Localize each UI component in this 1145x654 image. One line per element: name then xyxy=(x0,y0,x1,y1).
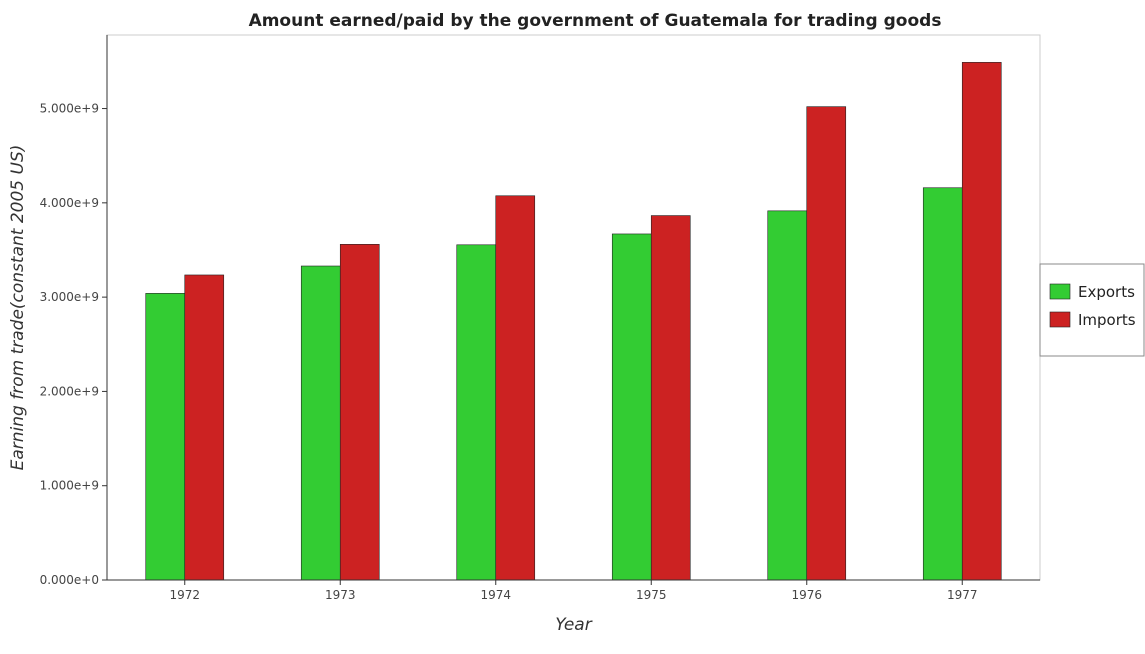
legend-swatch-imports xyxy=(1049,311,1071,328)
bar-exports-1977 xyxy=(922,187,963,581)
bars-layer xyxy=(145,62,1002,581)
x-tick-label: 1976 xyxy=(791,588,822,602)
legend: Exports Imports xyxy=(1039,263,1145,357)
plot-area xyxy=(106,34,1041,581)
x-tick-label: 1975 xyxy=(636,588,667,602)
y-tick-label: 2.000e+9 xyxy=(40,384,99,398)
bar-imports-1976 xyxy=(806,106,847,581)
x-axis-label: Year xyxy=(555,615,592,635)
legend-label-exports: Exports xyxy=(1078,283,1135,301)
bar-exports-1974 xyxy=(456,244,497,581)
bar-exports-1976 xyxy=(767,210,808,581)
y-tick-label: 4.000e+9 xyxy=(40,196,99,210)
y-tick-label: 3.000e+9 xyxy=(40,290,99,304)
bar-exports-1973 xyxy=(300,265,341,581)
x-tick-label: 1977 xyxy=(947,588,978,602)
x-tick-label: 1973 xyxy=(325,588,356,602)
x-tick-label: 1972 xyxy=(169,588,200,602)
bar-imports-1973 xyxy=(339,244,380,581)
legend-box xyxy=(1039,263,1145,357)
legend-label-imports: Imports xyxy=(1078,311,1136,329)
x-tick-label: 1974 xyxy=(480,588,511,602)
bar-imports-1972 xyxy=(184,274,225,581)
legend-swatch-exports xyxy=(1049,283,1071,300)
axes-layer: 0.000e+0 1.000e+9 2.000e+9 3.000e+9 4.000e+9… xyxy=(40,35,1040,602)
bar-imports-1974 xyxy=(495,195,536,581)
y-tick-label: 0.000e+0 xyxy=(40,573,99,587)
y-tick-label: 5.000e+9 xyxy=(40,102,99,116)
y-axis-label: Earning from trade(constant 2005 US) xyxy=(8,145,28,471)
bar-exports-1975 xyxy=(611,233,652,581)
bar-imports-1977 xyxy=(961,62,1002,581)
y-tick-label: 1.000e+9 xyxy=(40,479,99,493)
bar-imports-1975 xyxy=(650,215,691,581)
bar-exports-1972 xyxy=(145,293,186,581)
chart-title: Amount earned/paid by the government of … xyxy=(249,11,942,31)
